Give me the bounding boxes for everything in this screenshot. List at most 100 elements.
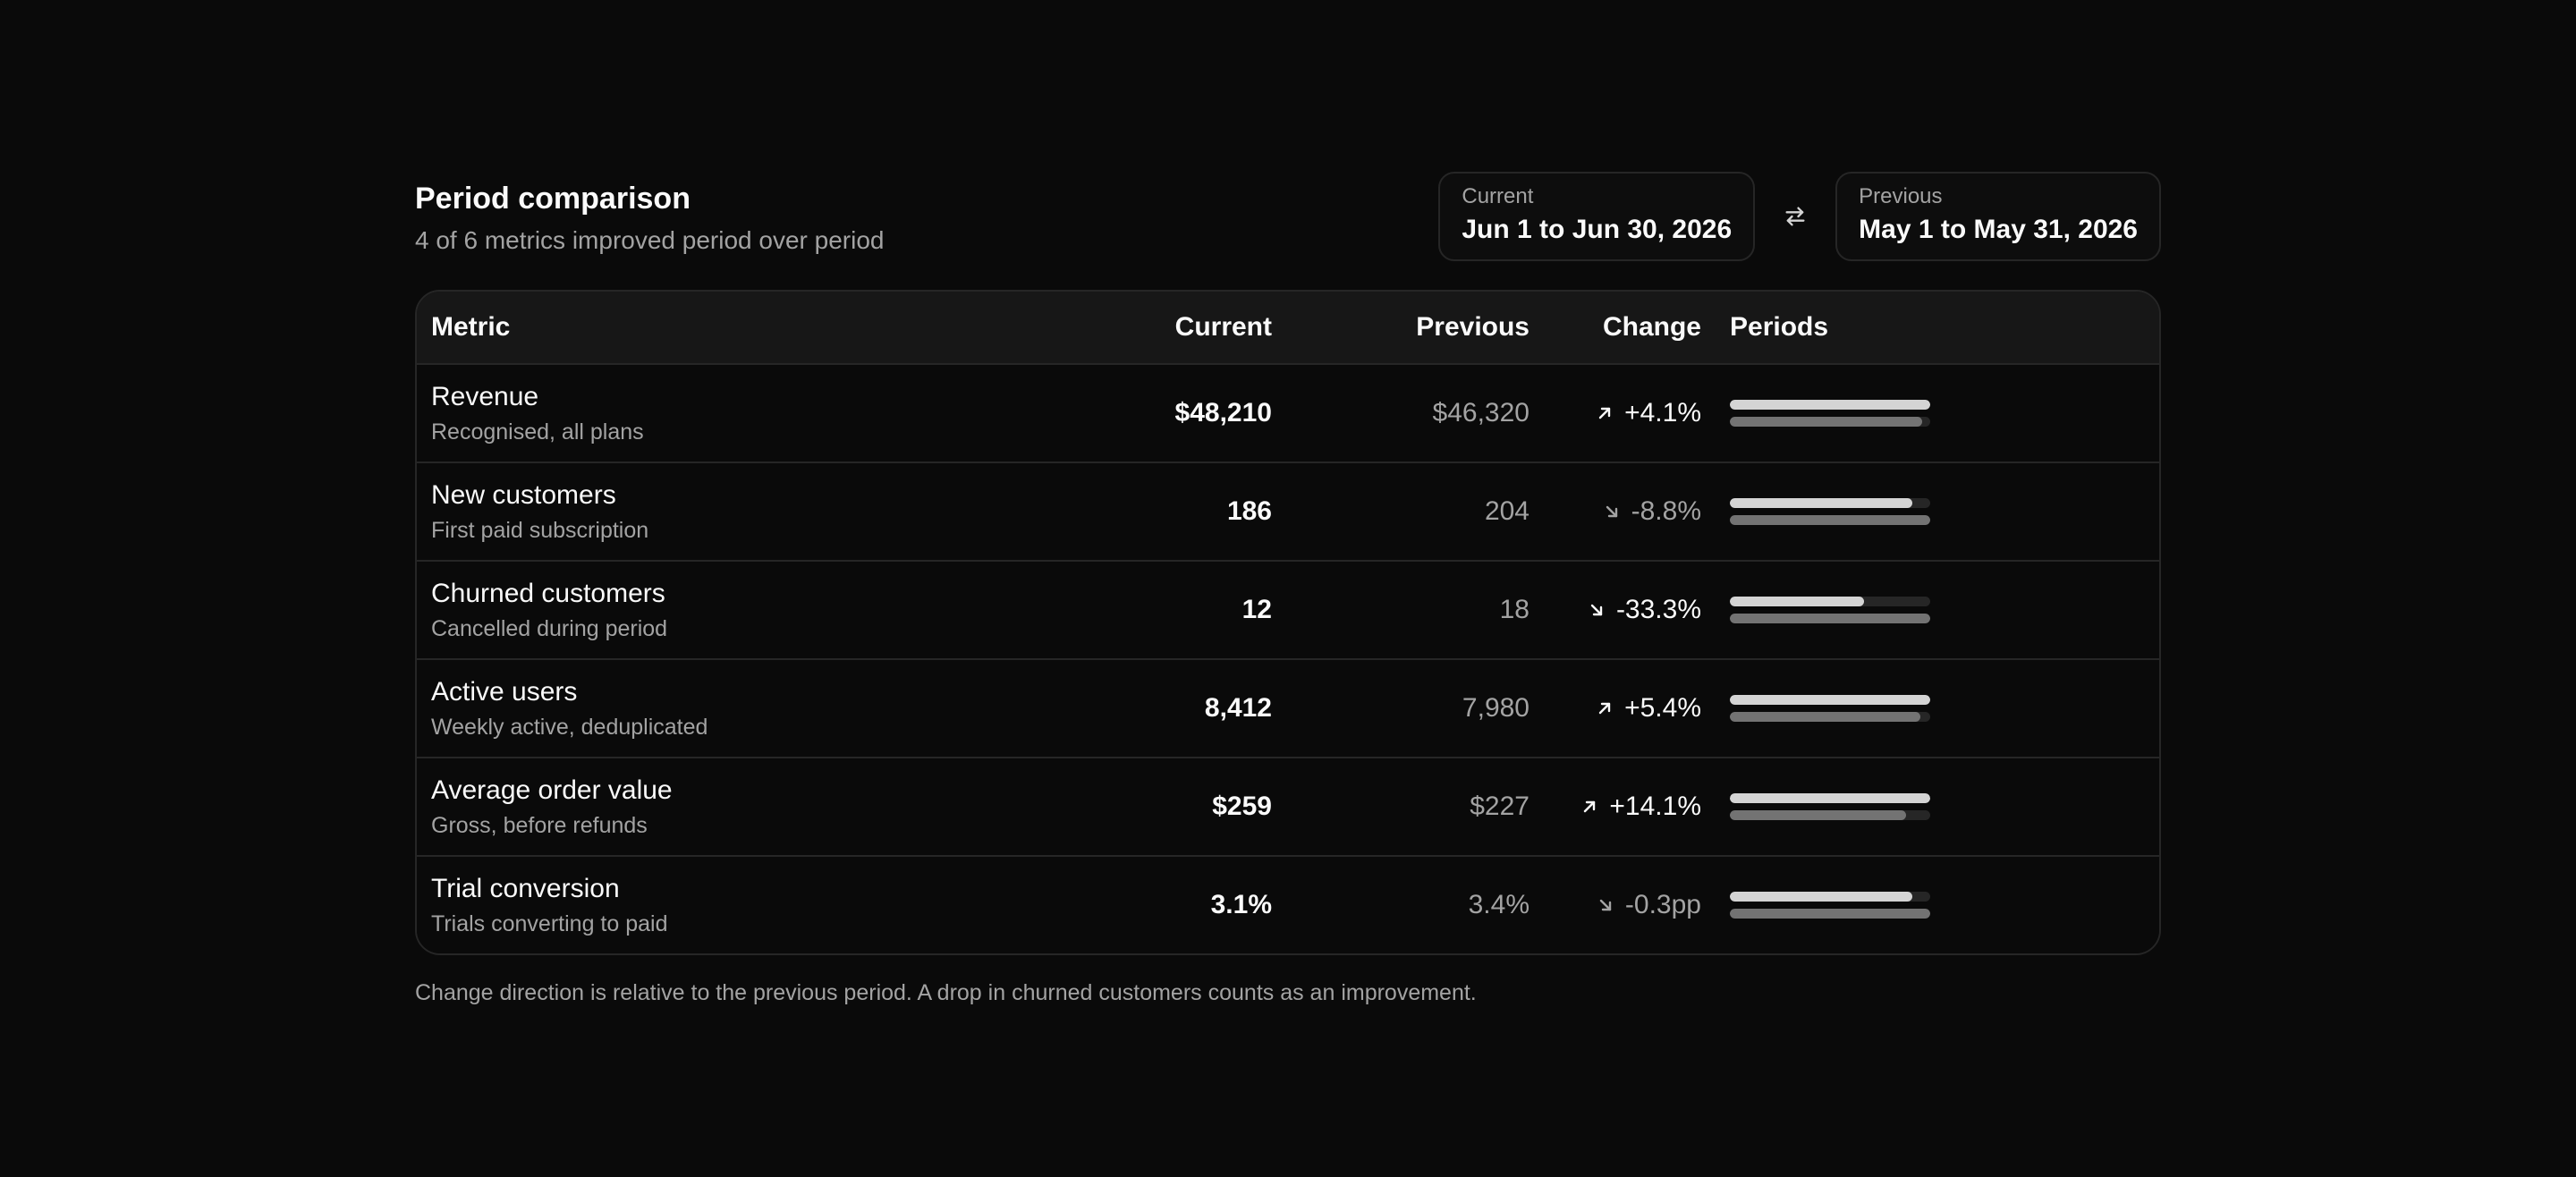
metric-cell: Churned customers Cancelled during period — [417, 577, 1097, 643]
change-cell: -33.3% — [1530, 595, 1701, 625]
table-row: Revenue Recognised, all plans $48,210 $46,3… — [417, 363, 2159, 461]
arrow-up-right-icon — [1598, 702, 1611, 715]
previous-period-value: May 1 to May 31, 2026 — [1859, 215, 2138, 244]
change-value: -33.3% — [1615, 595, 1701, 624]
arrow-down-right-icon — [1599, 899, 1612, 911]
column-header-previous: Previous — [1416, 312, 1530, 342]
previous-period-bar — [1730, 712, 1930, 722]
current-period-bar-fill — [1730, 498, 1912, 508]
current-value: 8,412 — [1204, 693, 1272, 723]
comparison-table: Metric Current Previous Change Periods R… — [415, 290, 2161, 955]
period-bars — [1701, 892, 2159, 919]
previous-period-bar-fill — [1730, 712, 1920, 722]
column-header-metric: Metric — [431, 312, 511, 342]
previous-period-bar-fill — [1730, 417, 1923, 427]
previous-period-bar-fill — [1730, 810, 1907, 820]
current-period-bar-fill — [1730, 400, 1930, 410]
swap-arrows-icon — [1785, 207, 1805, 226]
column-header-periods: Periods — [1730, 312, 1829, 342]
period-bars — [1701, 597, 2159, 623]
previous-value: 7,980 — [1462, 693, 1530, 723]
period-bars — [1701, 793, 2159, 820]
current-period-bar — [1730, 400, 1930, 410]
arrow-up-right-icon — [1598, 407, 1611, 419]
metric-description: Recognised, all plans — [431, 419, 644, 445]
previous-value: 204 — [1484, 496, 1530, 526]
footnote: Change direction is relative to the prev… — [415, 980, 1477, 1005]
arrow-down-right-icon — [1606, 505, 1617, 518]
column-header-current: Current — [1174, 312, 1272, 342]
period-bars — [1701, 498, 2159, 525]
current-period-bar — [1730, 695, 1930, 705]
current-period-bar-fill — [1730, 695, 1930, 705]
table-body: Revenue Recognised, all plans $48,210 $46,3… — [417, 363, 2159, 953]
previous-period-bar — [1730, 515, 1930, 525]
current-period-label: Current — [1462, 184, 1534, 208]
current-value: 12 — [1241, 595, 1272, 624]
previous-period-bar — [1730, 614, 1930, 623]
title-block: Period comparison 4 of 6 metrics improve… — [415, 176, 884, 257]
period-comparison-card: Period comparison 4 of 6 metrics improve… — [415, 172, 2161, 1007]
change-value: +5.4% — [1624, 693, 1701, 723]
metric-description: Trials converting to paid — [431, 911, 668, 936]
current-period-value: Jun 1 to Jun 30, 2026 — [1462, 215, 1733, 244]
previous-period-bar-fill — [1730, 909, 1930, 919]
metric-cell: Trial conversion Trials converting to pai… — [417, 872, 1097, 938]
metric-name: Revenue — [431, 382, 539, 411]
metric-description: First paid subscription — [431, 518, 649, 543]
page-subtitle: 4 of 6 metrics improved period over peri… — [415, 226, 885, 254]
swap-periods-button[interactable] — [1755, 204, 1835, 229]
arrow-up-right-icon — [1584, 800, 1596, 813]
metric-name: Trial conversion — [431, 874, 620, 903]
table-row: Trial conversion Trials converting to pai… — [417, 855, 2159, 953]
current-value: $259 — [1212, 792, 1272, 821]
column-header-change: Change — [1602, 312, 1701, 342]
metric-cell: Average order value Gross, before refunds — [417, 774, 1097, 840]
change-cell: +14.1% — [1530, 792, 1701, 822]
current-period-picker[interactable]: Current Jun 1 to Jun 30, 2026 — [1438, 172, 1756, 261]
change-cell: +5.4% — [1530, 693, 1701, 724]
current-value: 3.1% — [1210, 890, 1272, 919]
change-value: +14.1% — [1609, 792, 1701, 821]
period-selector: Current Jun 1 to Jun 30, 2026 Previous M… — [1438, 172, 2161, 261]
period-bars — [1701, 400, 2159, 427]
previous-period-picker[interactable]: Previous May 1 to May 31, 2026 — [1835, 172, 2161, 261]
table-row: Average order value Gross, before refunds… — [417, 757, 2159, 855]
previous-value: $46,320 — [1432, 398, 1530, 428]
table-row: Active users Weekly active, deduplicated 8… — [417, 658, 2159, 757]
period-bars — [1701, 695, 2159, 722]
change-cell: -8.8% — [1530, 496, 1701, 527]
current-period-bar-fill — [1730, 597, 1865, 606]
previous-period-label: Previous — [1859, 184, 1943, 208]
metric-name: New customers — [431, 480, 616, 510]
previous-period-bar — [1730, 810, 1930, 820]
change-cell: -0.3pp — [1530, 890, 1701, 920]
header: Period comparison 4 of 6 metrics improve… — [415, 172, 2161, 261]
metric-description: Gross, before refunds — [431, 813, 648, 838]
current-period-bar-fill — [1730, 892, 1912, 902]
metric-name: Active users — [431, 677, 578, 707]
previous-value: 18 — [1499, 595, 1530, 624]
metric-description: Weekly active, deduplicated — [431, 715, 708, 740]
metric-name: Average order value — [431, 775, 673, 805]
change-value: +4.1% — [1624, 398, 1701, 428]
table-row: New customers First paid subscription 186 2… — [417, 461, 2159, 560]
metric-cell: Revenue Recognised, all plans — [417, 380, 1097, 446]
change-value: -0.3pp — [1624, 890, 1701, 919]
previous-period-bar — [1730, 417, 1930, 427]
current-period-bar — [1730, 793, 1930, 803]
metric-description: Cancelled during period — [431, 616, 668, 641]
current-period-bar — [1730, 892, 1930, 902]
previous-value: 3.4% — [1468, 890, 1530, 919]
metric-name: Churned customers — [431, 579, 665, 608]
current-value: 186 — [1226, 496, 1272, 526]
current-period-bar — [1730, 498, 1930, 508]
table-header-row: Metric Current Previous Change Periods — [417, 292, 2159, 363]
table-row: Churned customers Cancelled during period… — [417, 560, 2159, 658]
current-period-bar-fill — [1730, 793, 1930, 803]
previous-period-bar — [1730, 909, 1930, 919]
change-value: -8.8% — [1631, 496, 1701, 526]
previous-period-bar-fill — [1730, 614, 1930, 623]
metric-cell: Active users Weekly active, deduplicated — [417, 675, 1097, 741]
previous-period-bar-fill — [1730, 515, 1930, 525]
